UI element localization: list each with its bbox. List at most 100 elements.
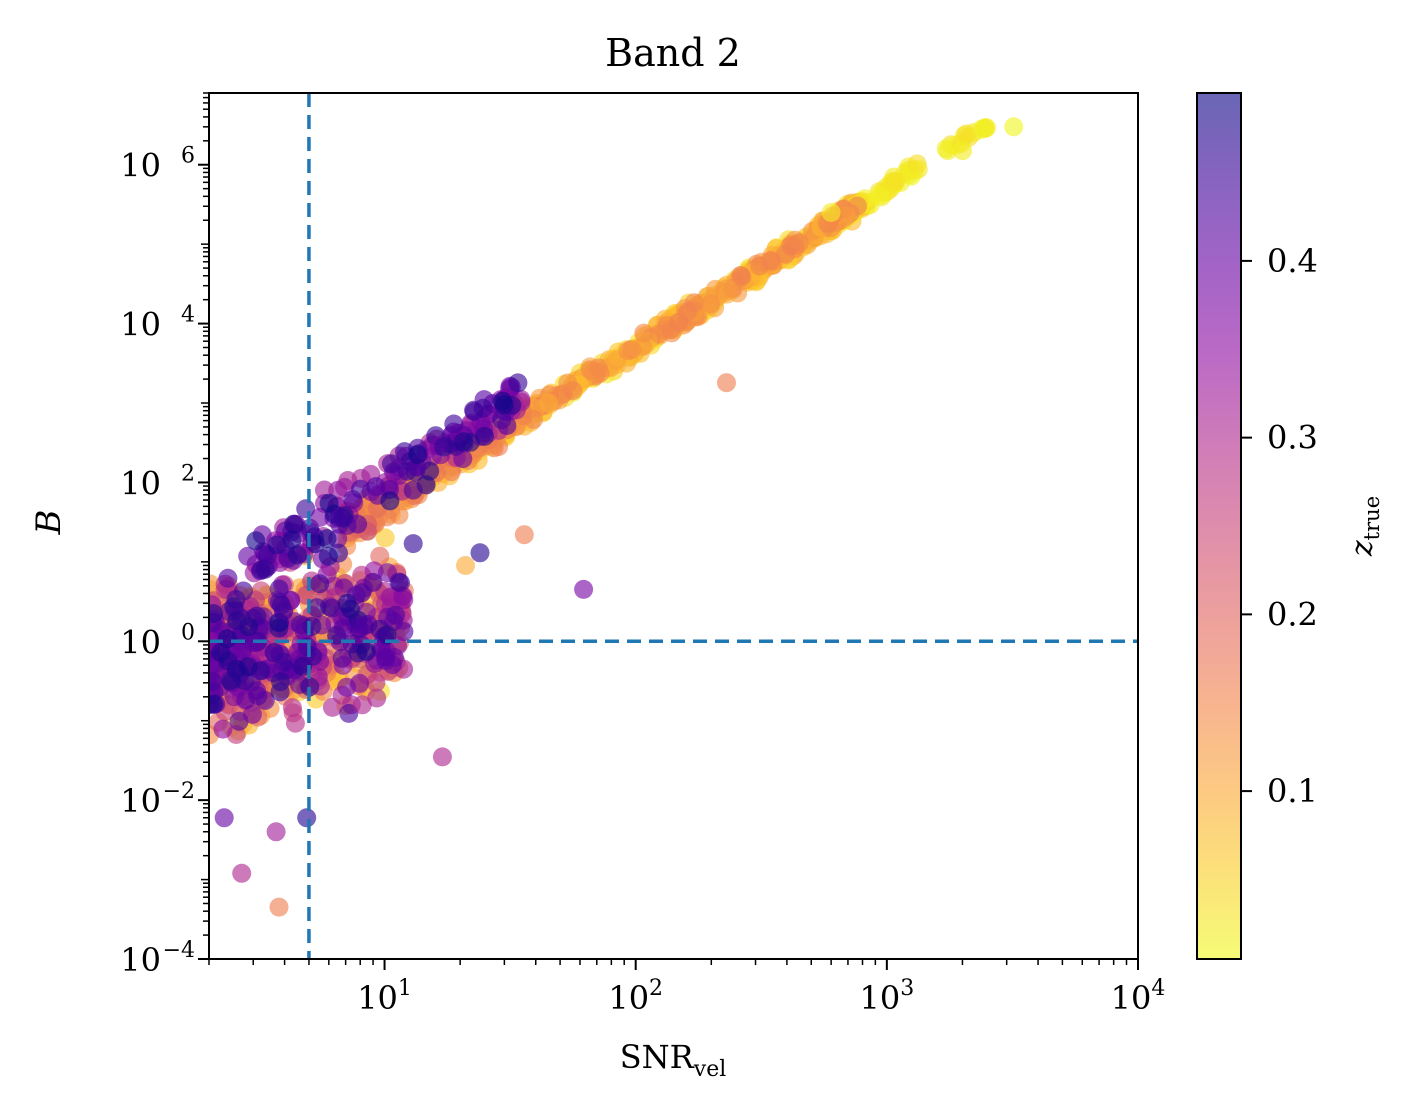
scatter-point — [282, 530, 302, 550]
scatter-point — [307, 598, 327, 618]
scatter-point — [267, 535, 287, 555]
scatter-point — [352, 695, 372, 715]
scatter-point — [282, 698, 302, 718]
scatter-point — [214, 808, 234, 828]
scatter-point — [218, 568, 238, 588]
scatter-point — [470, 543, 490, 563]
scatter-point — [302, 616, 322, 636]
scatter-point — [363, 572, 383, 592]
scatter-point — [886, 171, 906, 191]
y-tick-label: 10 4 — [120, 303, 195, 344]
scatter-point — [434, 437, 454, 457]
scatter-point — [288, 545, 307, 565]
scatter-point — [908, 159, 928, 179]
scatter-point — [588, 358, 608, 378]
scatter-point — [356, 642, 376, 661]
colorbar-ticks: 0.1 0.2 0.3 0.4 — [1241, 242, 1318, 810]
y-tick-label: 10−4 — [120, 938, 195, 979]
scatter-point — [310, 507, 330, 527]
scatter-point — [717, 373, 736, 393]
scatter-point — [508, 373, 528, 393]
y-tick-label: 10 6 — [120, 144, 195, 185]
scatter-point — [322, 598, 342, 618]
scatter-point — [217, 629, 237, 649]
scatter-point — [354, 616, 374, 636]
scatter-point — [366, 673, 386, 692]
scatter-point — [403, 534, 423, 554]
scatter-point — [761, 250, 780, 270]
scatter-point — [269, 897, 289, 917]
scatter-point — [715, 279, 735, 299]
scatter-point — [403, 480, 423, 500]
scatter-point — [701, 294, 721, 314]
scatter-point — [408, 445, 428, 465]
scatter-point — [972, 119, 991, 139]
scatter-points — [209, 117, 1024, 917]
scatter-point — [317, 529, 337, 549]
x-tick-label: 104 — [1111, 976, 1166, 1017]
scatter-point — [243, 633, 263, 653]
scatter-point — [574, 579, 594, 599]
scatter-point — [310, 574, 330, 594]
scatter-point — [209, 604, 223, 624]
scatter-point — [231, 608, 251, 628]
scatter-point — [248, 686, 268, 706]
colorbar-label: ztrue — [1345, 496, 1384, 557]
scatter-point — [241, 672, 261, 692]
reference-lines — [209, 93, 1138, 959]
scatter-point — [618, 341, 638, 361]
scatter-point — [370, 546, 390, 566]
scatter-point — [266, 822, 286, 842]
scatter-point — [269, 618, 289, 638]
colorbar-tick-label: 0.4 — [1267, 242, 1318, 280]
colorbar-tick-label: 0.2 — [1267, 595, 1318, 633]
scatter-point — [337, 593, 357, 613]
scatter-point — [297, 808, 317, 828]
chart-title: Band 2 — [605, 31, 741, 75]
scatter-point — [633, 336, 653, 356]
scatter-point — [351, 479, 370, 499]
scatter-point — [381, 454, 401, 474]
scatter-point — [329, 507, 349, 527]
scatter-point — [238, 657, 258, 677]
y-tick-label: 10 2 — [120, 461, 195, 502]
scatter-point — [269, 579, 289, 599]
scatter-point — [456, 556, 475, 575]
scatter-point — [284, 514, 304, 534]
scatter-point — [264, 642, 284, 662]
colorbar-tick-label: 0.1 — [1267, 772, 1318, 810]
scatter-point — [953, 141, 972, 161]
scatter-point — [319, 493, 339, 513]
scatter-point — [285, 713, 305, 733]
x-tick-label: 101 — [357, 976, 412, 1017]
scatter-point — [376, 647, 396, 667]
scatter-point — [444, 414, 464, 434]
scatter-point — [837, 206, 857, 226]
scatter-point — [220, 671, 240, 691]
scatter-point — [337, 677, 357, 697]
y-tick-label: 10−2 — [120, 779, 195, 820]
scatter-point — [386, 605, 406, 625]
scatter-point — [370, 619, 390, 639]
scatter-point — [539, 393, 559, 413]
scatter-point — [678, 302, 698, 322]
scatter-point — [209, 672, 222, 692]
scatter-point — [274, 601, 294, 621]
scatter-point — [339, 703, 359, 723]
scatter-point — [1004, 117, 1024, 137]
scatter-point — [318, 546, 338, 566]
colorbar-tick-label: 0.3 — [1267, 419, 1318, 457]
scatter-point — [380, 491, 400, 511]
scatter-point — [453, 432, 473, 452]
x-tick-label: 103 — [859, 976, 914, 1017]
scatter-point — [775, 244, 795, 264]
scatter-point — [432, 747, 452, 767]
x-axis-label: SNRvel — [620, 1038, 727, 1082]
scatter-point — [375, 528, 395, 548]
scatter-point — [497, 416, 517, 435]
scatter-point — [209, 694, 223, 714]
scatter-point — [473, 398, 493, 418]
scatter-point — [563, 381, 583, 401]
scatter-point — [332, 648, 352, 668]
